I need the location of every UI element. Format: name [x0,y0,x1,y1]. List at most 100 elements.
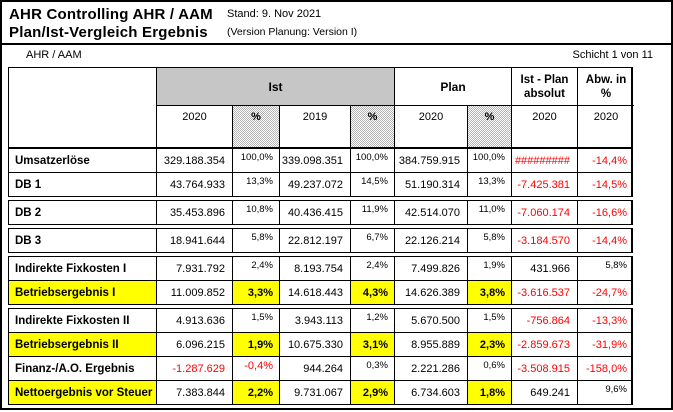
cell-ist-2020: 11.009.852 [156,281,232,304]
cell-abw: 9,6% [577,381,634,404]
cell-ist-2019: 9.731.067 [279,381,350,404]
cell-abw: -13,3% [577,309,634,332]
cell-ist-2019: 10.675.330 [279,333,350,356]
cell-plan-pct: 11,0% [467,201,511,224]
cell-abw: 5,8% [577,257,634,280]
cell-ist-pct-2020: 10,8% [232,201,279,224]
cell-ist-2019: 22.812.197 [279,229,350,252]
cell-ist-2020: 6.096.215 [156,333,232,356]
cell-plan-pct: 5,8% [467,229,511,252]
cell-ist-2020: 35.453.896 [156,201,232,224]
cell-ist-2020: 18.941.644 [156,229,232,252]
cell-ist-pct-2019: 2,4% [350,257,394,280]
row-label: Indirekte Fixkosten II [15,314,130,327]
cell-ist-pct-2019: 4,3% [350,281,394,304]
cell-plan-pct: 1,8% [467,381,511,404]
report-title: AHR Controlling AHR / AAM Plan/Ist-Vergl… [9,6,213,42]
cell-ist-2020: 7.383.844 [156,381,232,404]
row-label: DB 3 [15,234,42,247]
cell-diff: -3.508.915 [511,357,577,380]
cell-ist-pct-2019: 11,9% [350,201,394,224]
cell-plan-pct: 1,9% [467,257,511,280]
header-group-ist-plan-absolut: Ist - Plan absolut [511,68,577,105]
row-label: Umsatzerlöse [15,154,90,167]
cell-ist-pct-2019: 3,1% [350,333,394,356]
row-label: Betriebsergebnis I [9,281,156,304]
cell-ist-pct-2019: 0,3% [350,357,394,380]
cell-plan-2020: 22.126.214 [394,229,467,252]
header-group-abw-in-pct: Abw. in % [577,68,634,105]
cell-abw: -158,0% [577,357,634,380]
cell-ist-2019: 944.264 [279,357,350,380]
cell-plan-pct: 0,6% [467,357,511,380]
cell-ist-2020: 7.931.792 [156,257,232,280]
cell-ist-2019: 339.098.351 [279,149,350,172]
report-title-line1: AHR Controlling AHR / AAM [9,6,213,23]
row-label: Finanz-/A.O. Ergebnis [15,362,135,375]
cell-diff: -7.425.381 [511,173,577,196]
header-group-ist: Ist [156,68,394,105]
header-group-plan: Plan [394,68,511,105]
cell-ist-2019: 14.618.443 [279,281,350,304]
cell-ist-pct-2019: 14,5% [350,173,394,196]
cell-ist-2019: 8.193.754 [279,257,350,280]
cell-ist-pct-2020: 5,8% [232,229,279,252]
report-header: AHR Controlling AHR / AAM Plan/Ist-Vergl… [2,2,671,45]
cell-plan-pct: 13,3% [467,173,511,196]
cell-diff: -3.616.537 [511,281,577,304]
cell-diff: -2.859.673 [511,333,577,356]
report-title-line2: Plan/Ist-Vergleich Ergebnis [9,24,208,41]
table-row: Indirekte Fixkosten I 7.931.792 2,4% 8.1… [8,256,633,281]
cell-ist-pct-2020: 100,0% [232,149,279,172]
cell-ist-pct-2020: 1,5% [232,309,279,332]
cell-diff: 649.241 [511,381,577,404]
cell-plan-2020: 51.190.314 [394,173,467,196]
cell-plan-pct: 2,3% [467,333,511,356]
row-label: Nettoergebnis vor Steuer [9,381,156,404]
cell-ist-pct-2019: 2,9% [350,381,394,404]
cell-ist-pct-2020: 13,3% [232,173,279,196]
cell-abw: -16,6% [577,201,634,224]
table-row-highlight: Betriebsergebnis II 6.096.215 1,9% 10.67… [8,332,633,357]
row-label: Indirekte Fixkosten I [15,262,127,275]
row-label: Betriebsergebnis II [9,333,156,356]
cell-plan-pct: 100,0% [467,149,511,172]
cell-ist-2020: -1.287.629 [156,357,232,380]
cell-diff: -756.864 [511,309,577,332]
cell-plan-pct: 3,8% [467,281,511,304]
cell-plan-2020: 6.734.603 [394,381,467,404]
cell-ist-pct-2019: 6,7% [350,229,394,252]
cell-ist-pct-2020: 3,3% [232,281,279,304]
cell-plan-2020: 384.759.915 [394,149,467,172]
table-row: Umsatzerlöse 329.188.354 100,0% 339.098.… [8,148,633,173]
cell-diff: 431.966 [511,257,577,280]
table-row: DB 3 18.941.644 5,8% 22.812.197 6,7% 22.… [8,228,633,253]
cell-ist-pct-2020: 2,2% [232,381,279,404]
table-row: Indirekte Fixkosten II 4.913.636 1,5% 3.… [8,308,633,333]
cell-ist-pct-2019: 100,0% [350,149,394,172]
table-row-highlight: Nettoergebnis vor Steuer 7.383.844 2,2% … [8,380,633,405]
cell-plan-pct: 1,5% [467,309,511,332]
cell-plan-2020: 14.626.389 [394,281,467,304]
report-date: Stand: 9. Nov 2021 [227,8,322,20]
table-row: Finanz-/A.O. Ergebnis -1.287.629 -0,4% 9… [8,356,633,381]
cell-plan-2020: 2.221.286 [394,357,467,380]
cell-diff-overflow: ######### [511,149,577,172]
subheader-ist-pct-2020: % [232,105,279,147]
cell-ist-2020: 329.188.354 [156,149,232,172]
cell-ist-pct-2020: -0,4% [232,357,279,380]
cell-ist-2019: 49.237.072 [279,173,350,196]
cell-abw: -24,7% [577,281,634,304]
table-row: DB 2 35.453.896 10,8% 40.436.415 11,9% 4… [8,200,633,225]
subheader-ist-2020: 2020 [156,105,232,147]
cell-abw: -14,4% [577,149,634,172]
cell-diff: -3.184.570 [511,229,577,252]
cell-ist-pct-2020: 1,9% [232,333,279,356]
cell-ist-2020: 43.764.933 [156,173,232,196]
subheader-abw-2020: 2020 [577,105,634,147]
cell-abw: -14,4% [577,229,634,252]
cell-ist-pct-2020: 2,4% [232,257,279,280]
cell-plan-2020: 5.670.500 [394,309,467,332]
unit-label: AHR / AAM [26,49,82,61]
